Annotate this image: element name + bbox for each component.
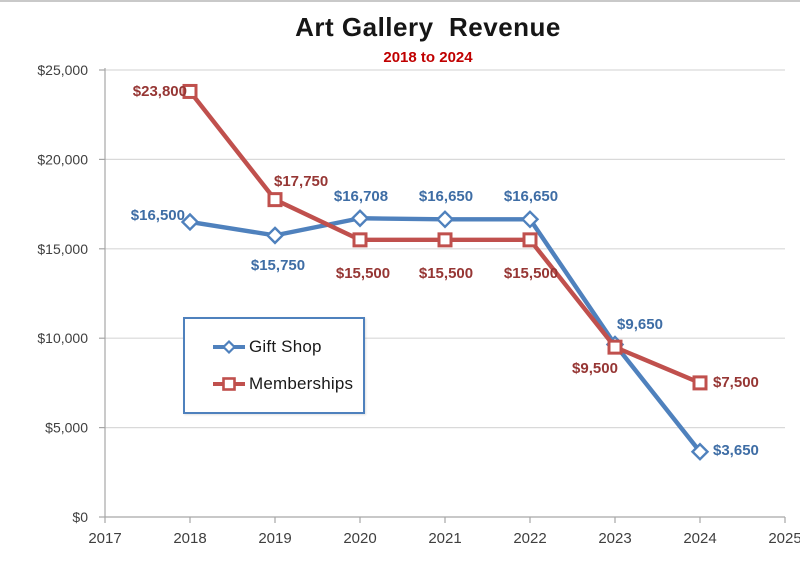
y-tick-label: $5,000 bbox=[45, 420, 88, 436]
x-tick-label: 2019 bbox=[258, 530, 291, 547]
data-label: $16,708 bbox=[334, 188, 388, 205]
legend-entry-memberships: Memberships bbox=[211, 374, 363, 394]
data-label: $16,500 bbox=[131, 207, 185, 224]
data-label: $23,800 bbox=[133, 83, 187, 100]
square-marker bbox=[437, 232, 453, 248]
x-tick-label: 2023 bbox=[598, 530, 631, 547]
square-marker bbox=[352, 232, 368, 248]
chart-subtitle: 2018 to 2024 bbox=[383, 49, 473, 66]
y-tick-label: $25,000 bbox=[37, 62, 88, 78]
x-tick-label: 2020 bbox=[343, 530, 376, 547]
square-marker bbox=[267, 192, 283, 208]
x-tick-label: 2022 bbox=[513, 530, 546, 547]
x-tick-label: 2017 bbox=[88, 530, 121, 547]
legend-entry-gift-shop: Gift Shop bbox=[211, 337, 363, 357]
square-marker bbox=[522, 232, 538, 248]
x-tick-label: 2018 bbox=[173, 530, 206, 547]
y-tick-label: $15,000 bbox=[37, 241, 88, 257]
x-tick-label: 2025 bbox=[768, 530, 800, 547]
memberships-line-marker-icon bbox=[213, 377, 245, 392]
square-marker bbox=[607, 339, 623, 355]
data-label: $16,650 bbox=[419, 188, 473, 205]
diamond-marker bbox=[265, 226, 285, 245]
square-marker bbox=[182, 83, 198, 99]
data-label: $15,500 bbox=[504, 265, 558, 282]
diamond-marker bbox=[180, 212, 200, 232]
diamond-marker bbox=[690, 442, 710, 461]
data-label: $15,500 bbox=[419, 265, 473, 282]
legend-label-gift-shop: Gift Shop bbox=[249, 336, 322, 356]
y-tick-label: $0 bbox=[72, 509, 88, 525]
data-label: $3,650 bbox=[713, 442, 759, 459]
chart-title: Art Gallery Revenue bbox=[295, 12, 561, 42]
data-label: $16,650 bbox=[504, 188, 558, 205]
y-tick-label: $20,000 bbox=[37, 151, 88, 167]
data-label: $15,750 bbox=[251, 257, 305, 274]
y-tick-label: $10,000 bbox=[37, 330, 88, 346]
diamond-marker bbox=[435, 210, 455, 229]
data-label: $7,500 bbox=[713, 374, 759, 391]
diamond-marker bbox=[520, 210, 540, 229]
data-label: $9,650 bbox=[617, 316, 663, 333]
square-marker bbox=[692, 375, 708, 391]
data-label: $17,750 bbox=[274, 173, 328, 190]
x-tick-label: 2021 bbox=[428, 530, 461, 547]
diamond-marker bbox=[350, 209, 370, 228]
legend-label-memberships: Memberships bbox=[249, 374, 354, 394]
x-tick-label: 2024 bbox=[683, 530, 716, 547]
data-label: $15,500 bbox=[336, 265, 390, 282]
gift-shop-line-marker-icon bbox=[213, 339, 245, 354]
legend: Gift Shop Memberships bbox=[183, 317, 365, 414]
data-label: $9,500 bbox=[572, 360, 618, 377]
